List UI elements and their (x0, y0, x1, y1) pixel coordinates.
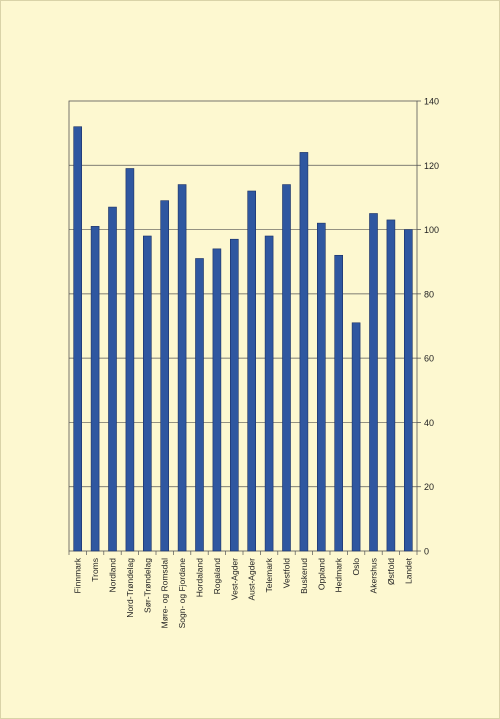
x-category-label: Telemark (264, 557, 274, 592)
y-tick-label: 40 (424, 418, 434, 428)
bar-6 (177, 184, 187, 552)
bar-5 (160, 200, 169, 552)
x-category-label: Oslo (351, 558, 361, 576)
bar-9 (230, 238, 239, 552)
bar-3 (125, 168, 135, 552)
x-category-label: Sør-Trøndelag (142, 558, 152, 613)
y-tick-label: 20 (424, 482, 434, 492)
y-tick-label: 120 (424, 161, 439, 171)
x-category-label: Møre- og Romsdal (160, 558, 170, 628)
x-category-label: Buskerud (299, 558, 309, 594)
x-category-label: Østfold (386, 558, 396, 585)
y-tick-label: 60 (424, 354, 434, 364)
x-category-label: Akershus (369, 558, 379, 593)
x-category-label: Vest-Agder (229, 558, 239, 600)
x-category-label: Troms (90, 558, 100, 582)
x-category-label: Rogaland (212, 558, 222, 595)
bar-13 (299, 152, 309, 552)
x-category-label: Hedmark (334, 557, 344, 592)
y-tick-label: 100 (424, 225, 439, 235)
bar-10 (247, 190, 256, 552)
x-category-label: Nord-Trøndelag (125, 558, 135, 618)
bar-19 (403, 229, 413, 552)
bar-7 (195, 258, 204, 552)
x-category-label: Landet (403, 557, 413, 584)
y-tick-label: 80 (424, 289, 434, 299)
x-category-label: Nordland (108, 558, 118, 593)
bar-14 (316, 222, 326, 552)
bar-12 (282, 184, 291, 552)
plot-area (68, 100, 418, 552)
bar-1 (90, 226, 100, 552)
bar-16 (351, 322, 361, 552)
x-category-label: Finnmark (73, 557, 83, 593)
bar-0 (73, 126, 82, 552)
bar-18 (386, 219, 396, 552)
x-category-label: Vestfold (282, 558, 292, 589)
bar-2 (108, 206, 117, 552)
bar-8 (212, 248, 222, 552)
bar-15 (334, 254, 344, 552)
x-category-label: Aust-Agder (247, 558, 257, 601)
bar-4 (143, 235, 152, 552)
y-tick-label: 0 (424, 547, 429, 557)
x-category-label: Hordaland (195, 558, 205, 597)
y-tick-label: 140 (424, 97, 439, 107)
x-category-label: Oppland (316, 558, 326, 590)
bar-11 (264, 235, 274, 552)
x-category-label: Sogn- og Fjordane (177, 558, 187, 629)
bar-17 (369, 213, 378, 552)
